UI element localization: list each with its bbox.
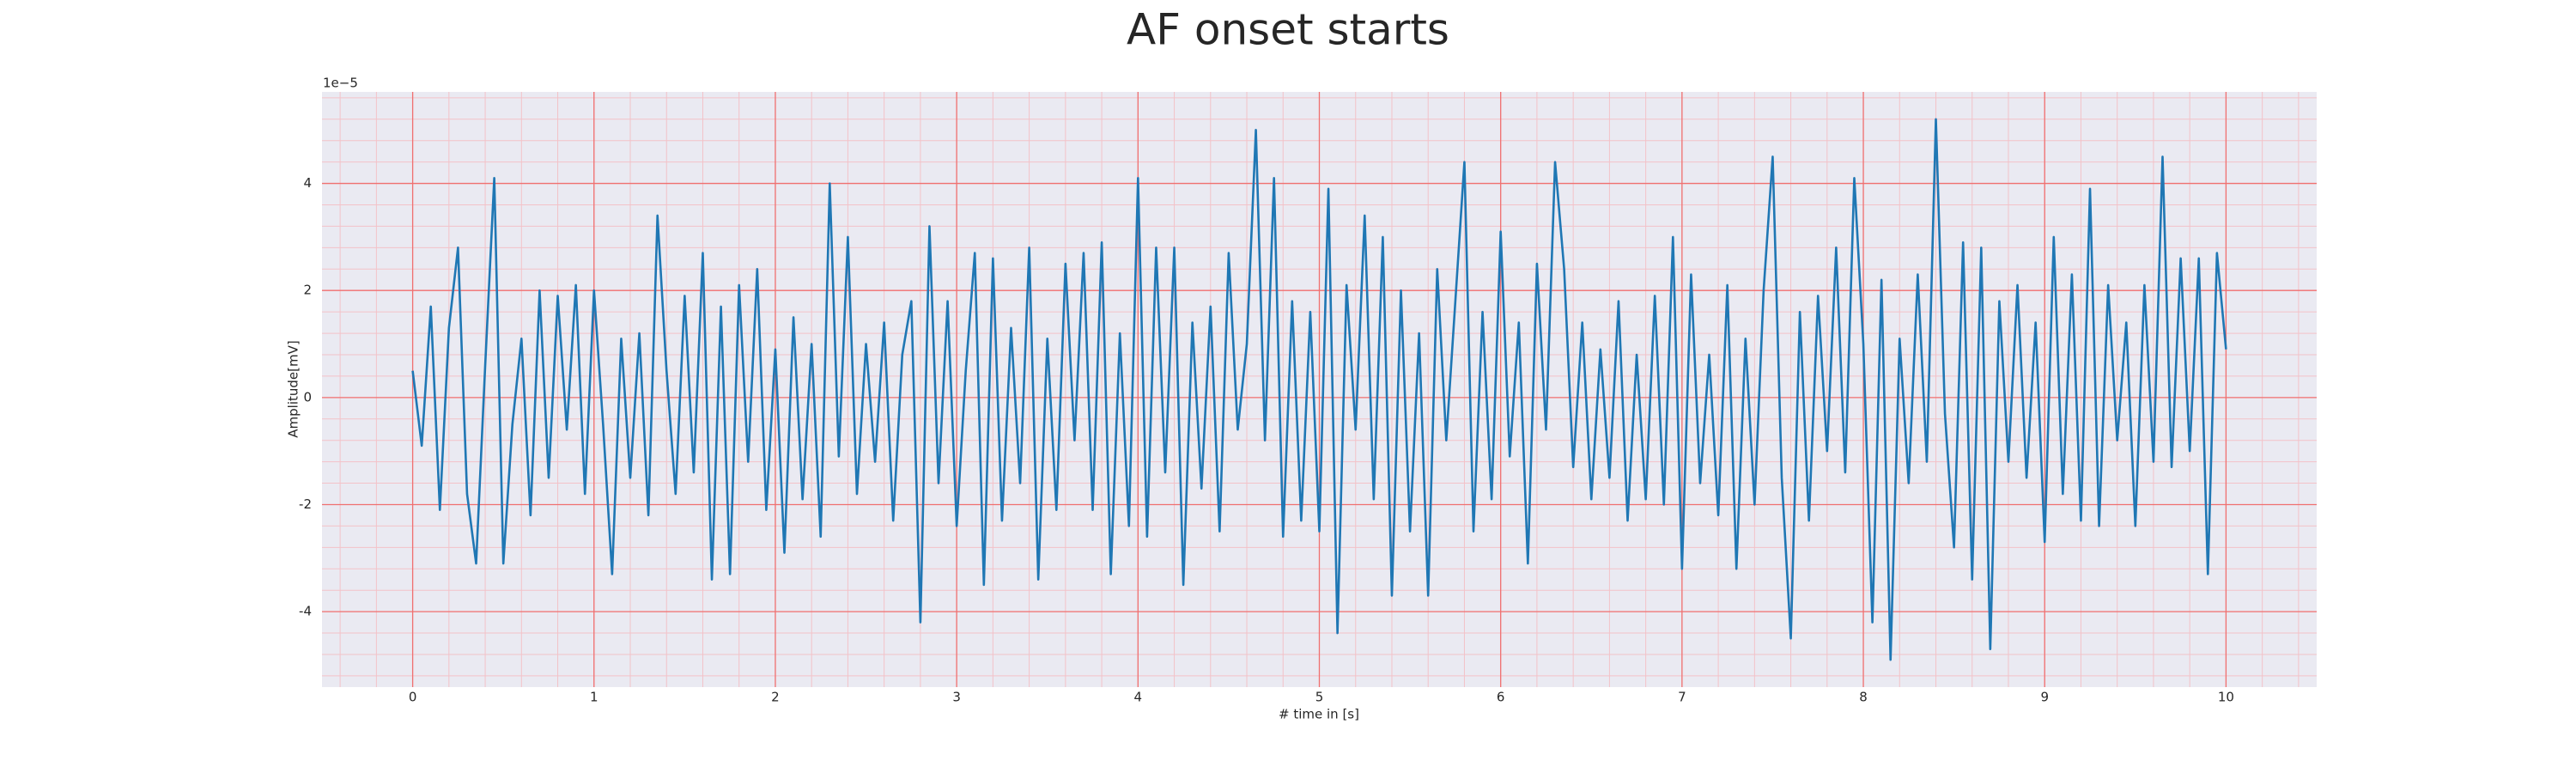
x-axis-label: # time in [s]	[1279, 707, 1359, 722]
x-tick-label: 8	[1859, 690, 1868, 705]
y-tick-label: -2	[299, 496, 312, 512]
x-tick-label: 6	[1497, 690, 1505, 705]
y-offset-label: 1e−5	[323, 76, 358, 91]
x-tick-label: 1	[590, 690, 598, 705]
signal-line	[411, 118, 2227, 661]
y-tick-label: 2	[303, 283, 312, 298]
x-tick-label: 2	[771, 690, 780, 705]
y-tick-label: 4	[303, 175, 312, 191]
x-tick-label: 7	[1678, 690, 1686, 705]
x-tick-label: 9	[2040, 690, 2049, 705]
y-axis-label: Amplitude[mV]	[286, 340, 301, 437]
x-tick-label: 0	[409, 690, 417, 705]
x-tick-label: 4	[1134, 690, 1143, 705]
x-tick-label: 3	[952, 690, 961, 705]
y-tick-label: -4	[299, 604, 312, 619]
chart-title: AF onset starts	[1127, 5, 1449, 55]
x-tick-label: 10	[2218, 690, 2234, 705]
x-tick-label: 5	[1315, 690, 1324, 705]
y-tick-label: 0	[303, 389, 312, 405]
